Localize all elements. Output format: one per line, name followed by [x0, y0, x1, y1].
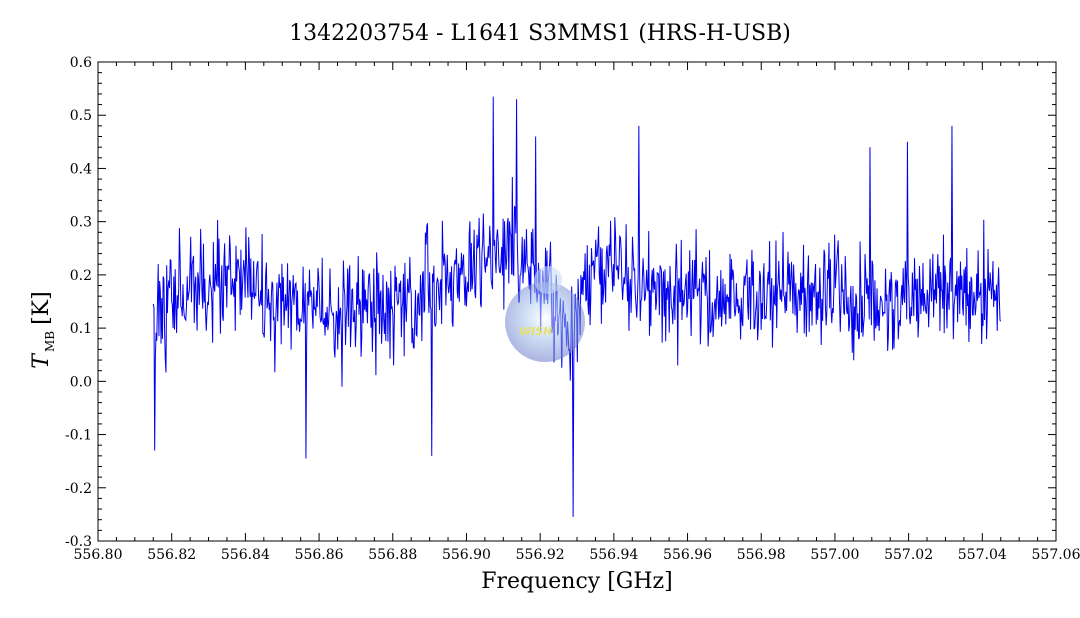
y-axis-title: TMB [K]: [29, 291, 57, 368]
y-axis-title-unit: [K]: [29, 291, 54, 325]
y-axis-title-sub: MB: [43, 331, 57, 352]
watermark-highlight: [534, 266, 562, 294]
wish-watermark: WISH: [505, 266, 585, 362]
x-tick-label: 556.90: [442, 547, 491, 563]
y-tick-label: -0.3: [65, 534, 92, 550]
svg-text:TMB[K]: TMB [K]: [29, 291, 57, 368]
y-tick-label: 0.0: [70, 374, 92, 390]
x-tick-label: 557.06: [1032, 547, 1080, 563]
x-tick-label: 557.04: [958, 547, 1007, 563]
x-tick-label: 556.94: [589, 547, 638, 563]
x-tick-label: 556.82: [147, 547, 196, 563]
watermark-text: WISH: [519, 325, 552, 338]
plot-frame-group: 556.80 556.82 556.84 556.86 556.88 556.90 556.…: [65, 55, 1080, 563]
x-axis-title: Frequency [GHz]: [481, 569, 673, 594]
x-tick-label: 556.88: [368, 547, 417, 563]
x-tick-label: 556.92: [516, 547, 565, 563]
y-tick-label: 0.6: [70, 55, 92, 71]
x-tick-label: 557.02: [884, 547, 933, 563]
y-tick-label: 0.2: [70, 268, 92, 284]
x-tick-label: 556.84: [221, 547, 270, 563]
y-tick-label: 0.5: [70, 108, 92, 124]
x-tick-label: 556.96: [663, 547, 712, 563]
watermark-globe: [505, 282, 585, 362]
x-tick-label: 556.80: [74, 547, 123, 563]
y-axis-title-main: T: [29, 352, 54, 369]
y-tick-label: 0.4: [70, 161, 92, 177]
y-tick-label: 0.3: [70, 215, 92, 231]
chart-title: 1342203754 - L1641 S3MMS1 (HRS-H-USB): [289, 21, 791, 46]
y-tick-label: 0.1: [70, 321, 92, 337]
x-tick-label: 556.98: [737, 547, 786, 563]
x-tick-label: 557.00: [810, 547, 859, 563]
x-tick-label: 556.86: [295, 547, 344, 563]
y-tick-label: -0.1: [65, 428, 92, 444]
y-tick-label: -0.2: [65, 481, 92, 497]
